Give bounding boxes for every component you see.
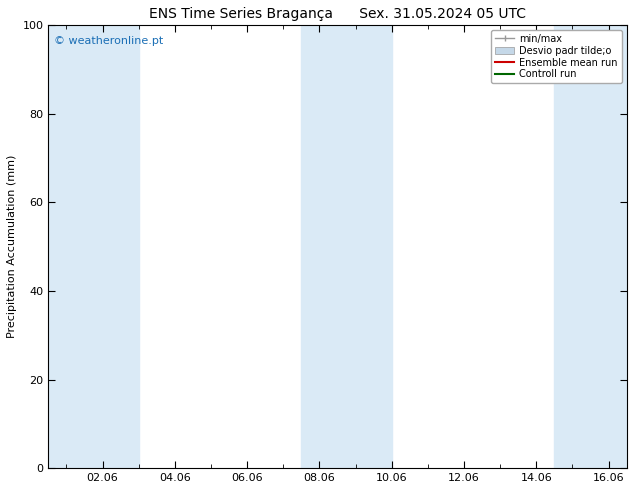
Bar [301,25,392,468]
Bar [48,25,84,468]
Title: ENS Time Series Bragança      Sex. 31.05.2024 05 UTC: ENS Time Series Bragança Sex. 31.05.2024… [149,7,526,21]
Y-axis label: Precipitation Accumulation (mm): Precipitation Accumulation (mm) [7,155,17,338]
Bar [84,25,139,468]
Legend: min/max, Desvio padr tilde;o, Ensemble mean run, Controll run: min/max, Desvio padr tilde;o, Ensemble m… [491,30,622,83]
Bar [554,25,626,468]
Text: © weatheronline.pt: © weatheronline.pt [54,36,164,46]
